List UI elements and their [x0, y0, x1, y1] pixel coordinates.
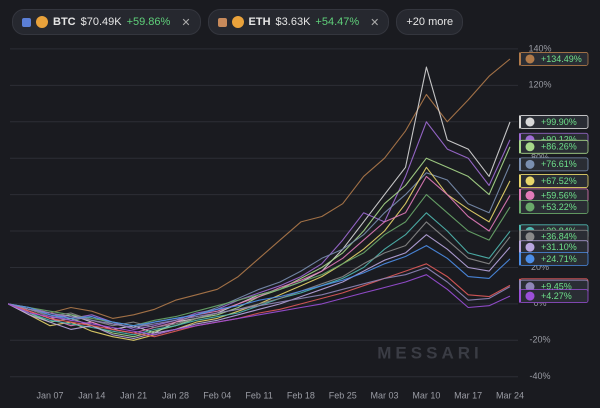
end-tag-icon: [525, 291, 535, 301]
series-line: [8, 164, 511, 329]
end-tag-icon: [525, 254, 535, 264]
x-tick-label: Feb 04: [203, 390, 231, 400]
end-tag: +67.52%: [519, 174, 589, 188]
end-tag-icon: [525, 242, 535, 252]
asset-change: +59.86%: [126, 16, 171, 28]
asset-chip[interactable]: ETH $3.63K +54.47% ✕: [207, 9, 390, 35]
end-tag-label: +9.45%: [541, 282, 572, 292]
asset-chip[interactable]: BTC $70.49K +59.86% ✕: [12, 9, 201, 35]
asset-change: +54.47%: [315, 16, 360, 28]
end-tag: +99.90%: [519, 115, 589, 129]
asset-icon: [231, 16, 244, 28]
end-tag: +53.22%: [519, 200, 589, 214]
end-tag-icon: [525, 232, 535, 242]
end-tag-label: +24.71%: [541, 254, 577, 264]
color-swatch: [217, 17, 227, 27]
asset-price: $70.49K: [80, 16, 122, 28]
series-line: [8, 121, 511, 330]
end-tag: +4.27%: [519, 289, 589, 303]
x-tick-label: Feb 18: [287, 390, 315, 400]
more-button[interactable]: +20 more: [396, 9, 464, 35]
end-tag: +36.84%: [519, 229, 589, 244]
x-tick-label: Jan 14: [78, 390, 105, 400]
end-tag: +59.56%: [519, 188, 589, 203]
asset-icon: [36, 16, 48, 28]
x-tick-label: Mar 17: [454, 390, 482, 400]
x-tick-label: Jan 07: [36, 390, 63, 400]
end-tag-icon: [525, 190, 535, 200]
y-tick-label: 140%: [528, 43, 551, 53]
series-line: [8, 58, 511, 319]
x-tick-label: Feb 11: [245, 390, 272, 400]
y-tick-label: 120%: [528, 80, 551, 90]
series-line: [8, 175, 511, 334]
end-tag: +31.10%: [519, 240, 589, 255]
x-tick-label: Feb 25: [329, 390, 357, 400]
end-tag-label: +31.10%: [541, 242, 577, 252]
end-tag-label: +90.12%: [541, 135, 577, 145]
end-tag-icon: [525, 202, 535, 212]
end-tag: +134.49%: [519, 52, 589, 66]
color-swatch: [22, 17, 31, 27]
x-tick-label: Mar 03: [371, 390, 399, 400]
end-tag-icon: [525, 176, 535, 186]
end-tag-label: +67.52%: [541, 176, 577, 186]
series-line: [8, 263, 511, 338]
end-tag-label: +86.26%: [541, 142, 577, 152]
series-line: [7, 274, 511, 336]
y-tick-label: 20%: [531, 262, 549, 272]
remove-button[interactable]: ✕: [181, 16, 191, 29]
y-tick-label: -20%: [529, 335, 550, 345]
series-line: [8, 245, 511, 327]
asset-price: $3.63K: [275, 16, 311, 28]
x-tick-label: Jan 28: [162, 390, 189, 400]
end-tag-icon: [525, 282, 535, 292]
asset-symbol: ETH: [248, 16, 271, 28]
end-tag-label: +53.22%: [541, 202, 577, 212]
series-line: [8, 221, 511, 329]
end-tag: +24.71%: [519, 251, 589, 266]
y-tick-label: 0%: [533, 298, 546, 308]
end-tag-icon: [525, 159, 535, 169]
asset-symbol: BTC: [53, 16, 76, 28]
end-tag-label: +4.27%: [541, 291, 572, 301]
end-tag: +86.26%: [519, 139, 589, 154]
end-tag-label: +134.49%: [541, 54, 582, 64]
end-tag: +76.61%: [519, 157, 589, 172]
series-line: [8, 194, 511, 327]
end-tag-icon: [525, 54, 535, 64]
end-tag-label: +76.61%: [541, 159, 577, 169]
y-tick-label: -40%: [529, 371, 550, 381]
end-tag-icon: [525, 117, 535, 127]
end-tag-icon: [525, 142, 535, 152]
end-tag-label: +99.90%: [541, 117, 577, 127]
remove-button[interactable]: ✕: [370, 16, 380, 29]
end-tag-label: +36.84%: [541, 232, 577, 242]
end-tag-label: +59.56%: [541, 190, 577, 200]
watermark: MESSARI: [377, 343, 482, 362]
series-line: [8, 266, 511, 329]
chip-bar: BTC $70.49K +59.86% ✕ ETH $3.63K +54.47% ✕ +20 m…: [12, 9, 464, 35]
x-tick-label: Mar 24: [496, 390, 524, 400]
x-tick-label: Jan 21: [120, 390, 147, 400]
x-tick-label: Mar 10: [412, 390, 440, 400]
